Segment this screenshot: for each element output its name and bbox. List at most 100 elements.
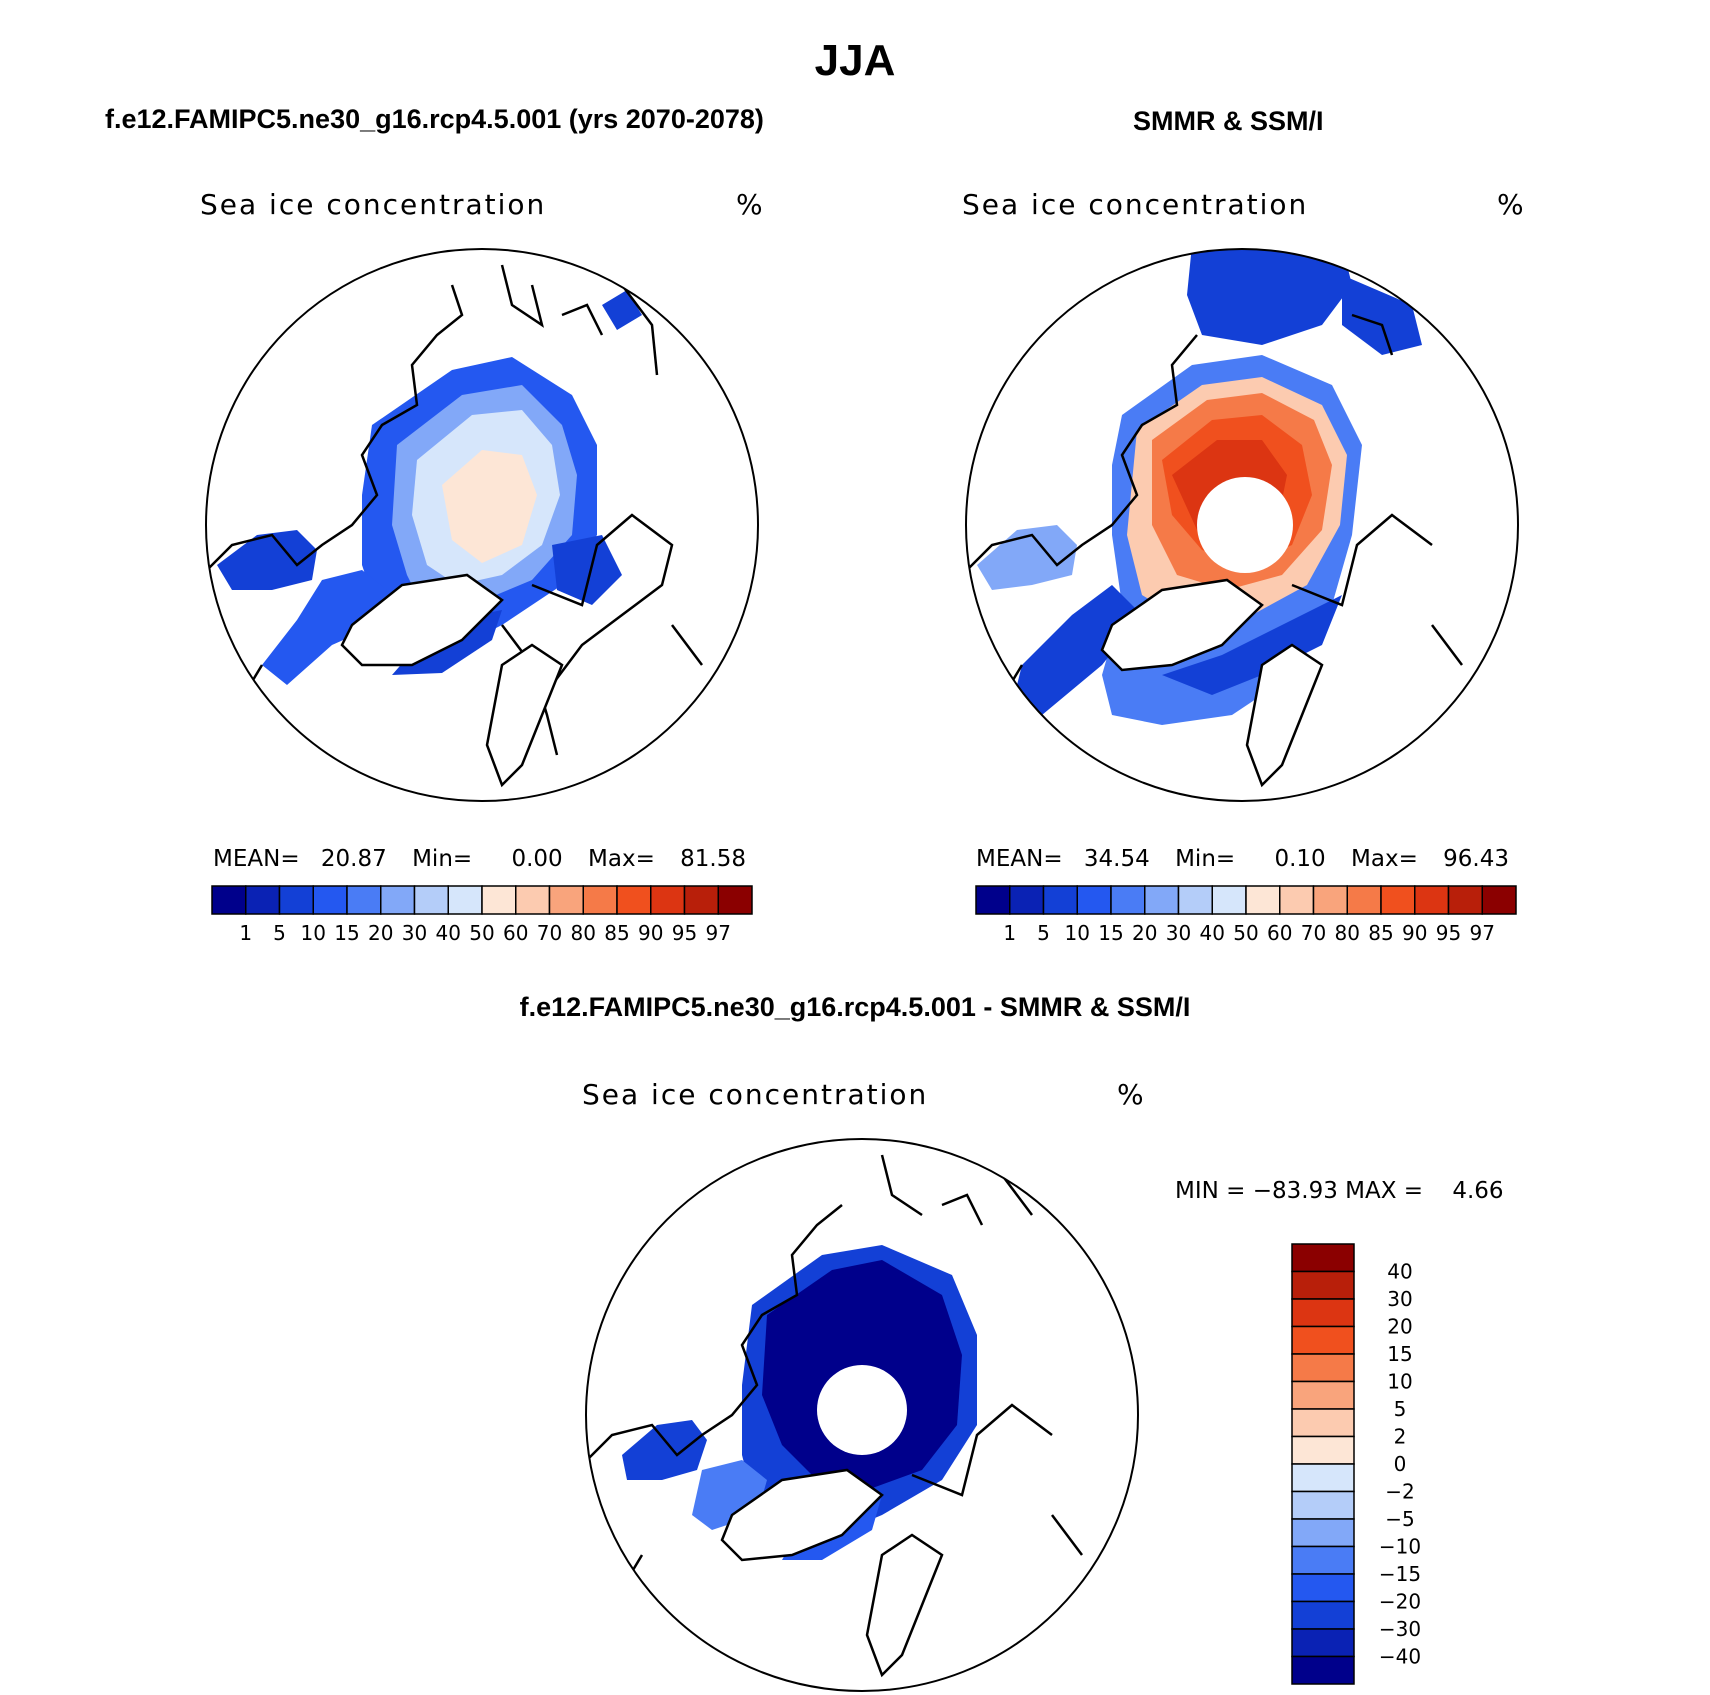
panel-1-colorbar-tick-label: 5 — [273, 921, 286, 945]
panel-2-colorbar-tick-label: 1 — [1003, 921, 1016, 945]
panel-1-colorbar-tick-label: 50 — [469, 921, 494, 945]
panel-1-colorbar-tick-label: 10 — [301, 921, 326, 945]
panel-3-variable: Sea ice concentration — [582, 1078, 929, 1111]
panel-3-units: % — [1117, 1078, 1144, 1111]
panel-1-colorbar-swatch — [447, 885, 483, 915]
difference-colorbar-tick-label: −20 — [1379, 1590, 1421, 1614]
difference-colorbar-tick-label: 2 — [1394, 1425, 1407, 1449]
panel-1-min-value: 0.00 — [511, 846, 563, 872]
panel-2-colorbar-tick-label: 15 — [1098, 921, 1123, 945]
panel-1-mean-label: MEAN= — [213, 846, 300, 872]
panel-1-variable: Sea ice concentration — [200, 188, 547, 221]
pole-hole — [817, 1365, 907, 1455]
difference-colorbar-tick-label: −40 — [1379, 1645, 1421, 1669]
panel-2-colorbar-swatch — [975, 885, 1011, 915]
panel-1-colorbar-tick-label: 20 — [368, 921, 393, 945]
panel-2-colorbar-swatch — [1042, 885, 1078, 915]
panel-1-colorbar-tick-label: 15 — [334, 921, 359, 945]
panel-1-colorbar: 1 5 10 15 20 30 40 50 60 70 80 85 90 95 97 — [211, 885, 753, 945]
coastline — [966, 313, 1463, 716]
difference-colorbar-swatch — [1291, 1490, 1355, 1520]
panel-2-colorbar-swatch — [1481, 885, 1517, 915]
panel-2-colorbar-tick-label: 30 — [1166, 921, 1191, 945]
panel-1-colorbar-swatch — [481, 885, 517, 915]
panel-2-colorbar-tick-label: 85 — [1368, 921, 1393, 945]
panel-1-colorbar-swatch — [717, 885, 753, 915]
panel-1-colorbar-swatch — [515, 885, 551, 915]
panel-1-max-value: 81.58 — [680, 846, 747, 872]
panel-1-colorbar-swatch — [278, 885, 314, 915]
panel-2-colorbar: 1 5 10 15 20 30 40 50 60 70 80 85 90 95 97 — [975, 885, 1517, 945]
difference-colorbar-swatch — [1291, 1545, 1355, 1575]
difference-colorbar-tick-label: 30 — [1387, 1287, 1412, 1311]
panel-1-colorbar-tick-label: 40 — [436, 921, 461, 945]
east-ice — [552, 535, 622, 605]
panel-2-colorbar-swatch — [1110, 885, 1146, 915]
panel-3-minmax: MIN = −83.93 MAX = 4.66 — [1175, 1178, 1504, 1204]
panel-2-stats: MEAN= 34.54 Min= 0.10 Max= 96.43 — [976, 846, 1509, 872]
pacific-ice — [1187, 249, 1352, 345]
panel-2-colorbar-tick-label: 40 — [1200, 921, 1225, 945]
panel-3-header: f.e12.FAMIPC5.ne30_g16.rcp4.5.001 - SMMR… — [519, 992, 1191, 1022]
panel-2-colorbar-tick-label: 97 — [1470, 921, 1495, 945]
panel-1-units: % — [736, 188, 763, 221]
panel-1-colorbar-swatch — [312, 885, 348, 915]
difference-colorbar-swatch — [1291, 1463, 1355, 1493]
panel-1-colorbar-swatch — [582, 885, 618, 915]
panel-2-variable: Sea ice concentration — [962, 188, 1309, 221]
panel-1-colorbar-tick-label: 85 — [604, 921, 629, 945]
pole-hole — [1197, 477, 1293, 573]
panel-1-colorbar-tick-label: 97 — [706, 921, 731, 945]
panel-2-colorbar-swatch — [1144, 885, 1180, 915]
panel-2-colorbar-swatch — [1346, 885, 1382, 915]
panel-1-colorbar-tick-label: 90 — [638, 921, 663, 945]
panel-2-colorbar-swatch — [1279, 885, 1315, 915]
panel-1-header: f.e12.FAMIPC5.ne30_g16.rcp4.5.001 (yrs 2… — [105, 104, 764, 134]
scandinavia — [865, 1533, 944, 1678]
panel-2-colorbar-tick-label: 20 — [1132, 921, 1157, 945]
difference-colorbar-swatch — [1291, 1353, 1355, 1383]
difference-colorbar-swatch — [1291, 1298, 1355, 1328]
panel-1-colorbar-swatch — [683, 885, 719, 915]
difference-colorbar-swatch — [1291, 1380, 1355, 1410]
panel-2-colorbar-swatch — [1414, 885, 1450, 915]
difference-colorbar-tick-label: −15 — [1379, 1562, 1421, 1586]
difference-colorbar-tick-label: 15 — [1387, 1342, 1412, 1366]
difference-colorbar-swatch — [1291, 1325, 1355, 1355]
ice-core — [442, 450, 537, 563]
panel-2-polar-map — [965, 248, 1519, 802]
panel-2-colorbar-tick-label: 95 — [1436, 921, 1461, 945]
difference-colorbar-swatch — [1291, 1518, 1355, 1548]
panel-2-units: % — [1497, 188, 1524, 221]
greenland — [720, 1468, 884, 1562]
panel-1-colorbar-swatch — [650, 885, 686, 915]
difference-colorbar-tick-label: −2 — [1385, 1480, 1414, 1504]
panel-1-colorbar-swatch — [548, 885, 584, 915]
difference-colorbar-swatch — [1291, 1600, 1355, 1630]
hudson-bay-diff — [622, 1420, 707, 1480]
hudson-bay-ice — [977, 525, 1077, 590]
difference-colorbar-swatch — [1291, 1655, 1355, 1685]
panel-2-max-value: 96.43 — [1443, 846, 1510, 872]
panel-2-colorbar-tick-label: 80 — [1335, 921, 1360, 945]
panel-1-colorbar-tick-label: 60 — [503, 921, 528, 945]
panel-2-colorbar-swatch — [1177, 885, 1213, 915]
panel-3-polar-map — [585, 1138, 1139, 1692]
panel-2-colorbar-swatch — [1380, 885, 1416, 915]
difference-colorbar-tick-label: 0 — [1394, 1452, 1407, 1476]
panel-1-colorbar-swatch — [211, 885, 247, 915]
difference-colorbar-tick-label: −10 — [1379, 1535, 1421, 1559]
panel-2-mean-label: MEAN= — [976, 846, 1063, 872]
panel-1-colorbar-tick-label: 70 — [537, 921, 562, 945]
panel-1-colorbar-tick-label: 80 — [571, 921, 596, 945]
panel-1-colorbar-tick-label: 95 — [672, 921, 697, 945]
panel-1-mean-value: 20.87 — [320, 846, 387, 872]
difference-colorbar-tick-label: 5 — [1394, 1397, 1407, 1421]
panel-2-header: SMMR & SSM/I — [1133, 106, 1324, 136]
difference-colorbar-swatch — [1291, 1243, 1355, 1273]
hudson-bay-ice — [217, 530, 317, 590]
difference-colorbar-swatch — [1291, 1628, 1355, 1658]
panel-2-colorbar-tick-label: 5 — [1037, 921, 1050, 945]
panel-1-colorbar-tick-label: 1 — [239, 921, 252, 945]
